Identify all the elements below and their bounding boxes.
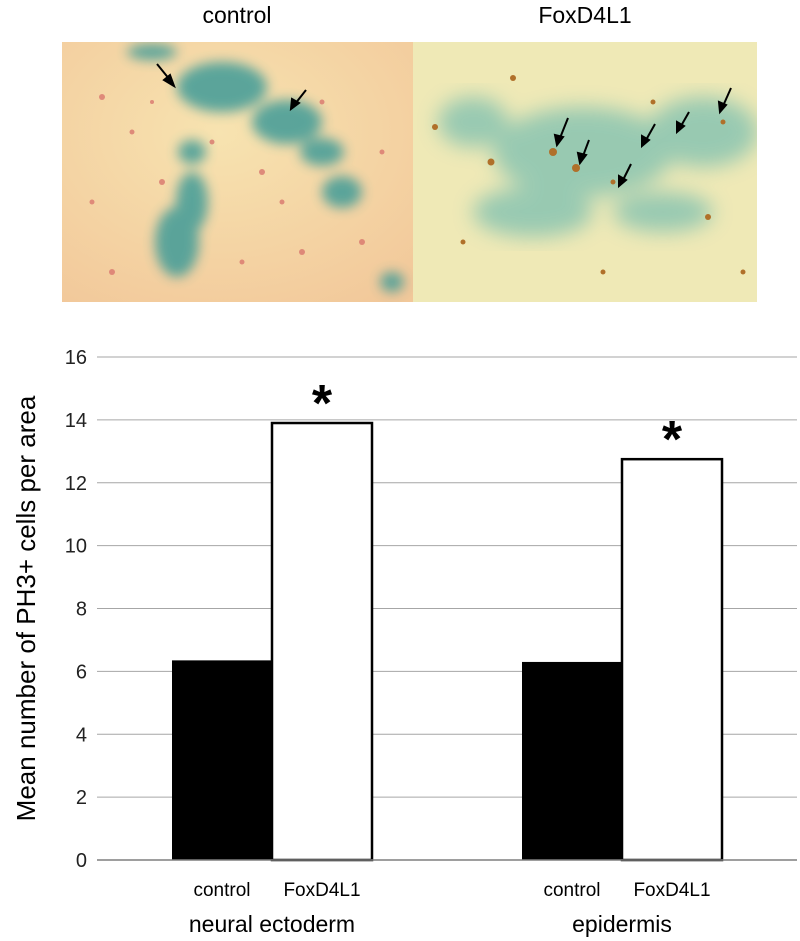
bar-foxd4l1 [620,457,724,862]
group-label: epidermis [572,911,672,937]
y-tick-label: 10 [65,536,87,558]
category-labels: control FoxD4L1 * neural ectoderm control Fox… [189,375,711,937]
category-tick-label: control [543,880,600,901]
y-tick-labels: 0 2 4 6 8 10 12 14 16 [65,347,87,872]
category-tick-label: control [193,880,250,901]
bar-control [522,661,622,860]
micrograph-foxd4l1-image [413,42,757,302]
arrow-icon [553,87,732,189]
arrow-icon [156,63,307,112]
y-tick-label: 8 [76,599,87,621]
micrograph-control-image [62,42,413,302]
micrograph-foxd4l1 [413,42,757,302]
y-tick-label: 4 [76,724,87,746]
y-tick-label: 14 [65,410,87,432]
bars [172,421,724,862]
group-label: neural ectoderm [189,911,355,937]
bar-control [172,660,272,860]
y-tick-label: 6 [76,661,87,683]
significance-mark: * [312,375,333,433]
category-tick-label: FoxD4L1 [283,880,360,901]
y-tick-label: 0 [76,850,87,872]
micrograph-control [62,42,413,302]
bar-foxd4l1 [270,421,374,862]
y-tick-label: 16 [65,347,87,369]
y-tick-label: 12 [65,473,87,495]
y-tick-label: 2 [76,787,87,809]
panel-label-control: control [202,2,272,28]
category-tick-label: FoxD4L1 [633,880,710,901]
panel-label-foxd4l1: FoxD4L1 [538,2,632,28]
significance-mark: * [662,411,683,469]
y-axis-label: Mean number of PH3+ cells per area [11,395,41,821]
